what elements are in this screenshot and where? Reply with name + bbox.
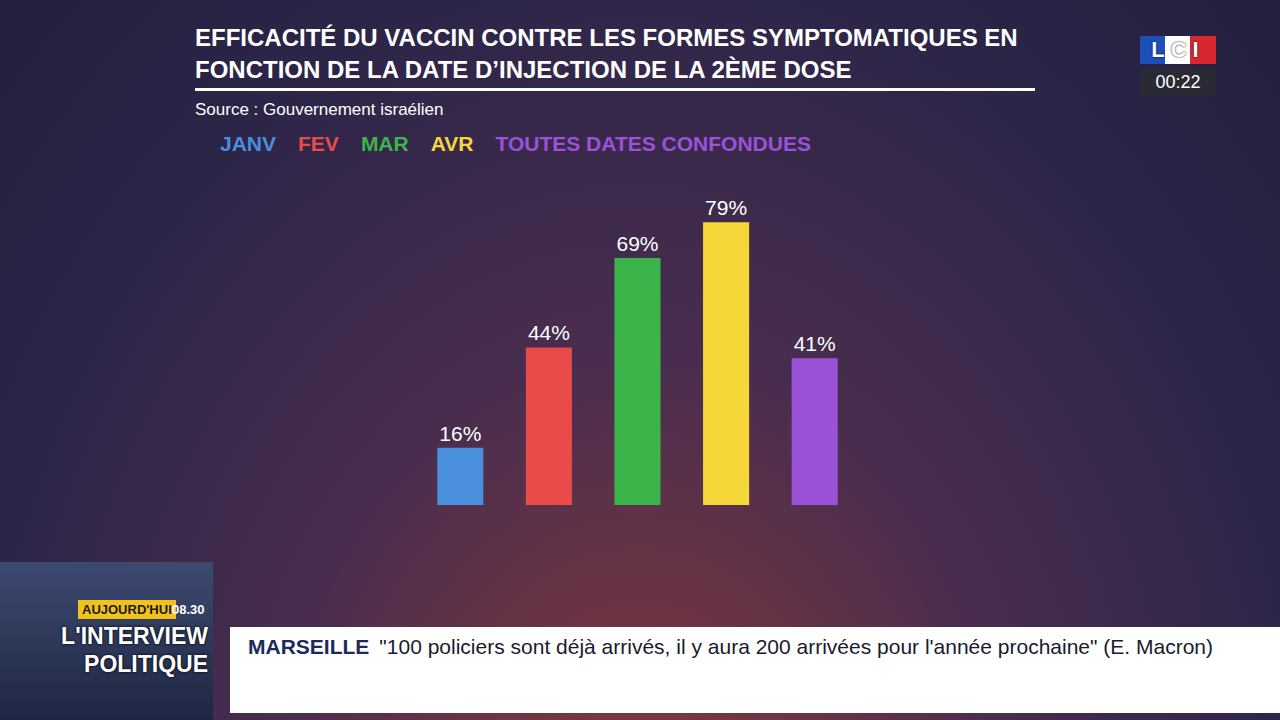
html-text:TOUTES DATES CONFONDUES: TOUTES DATES CONFONDUES bbox=[495, 132, 811, 155]
svg-text:79%: 79% bbox=[705, 196, 747, 219]
html-text:EFFICACITÉ DU VACCIN CONTRE LE: EFFICACITÉ DU VACCIN CONTRE LES FORMES S… bbox=[195, 24, 1018, 83]
html-text:AUJOURD'HUI 08.30: AUJOURD'HUI 08.30 bbox=[82, 602, 205, 617]
html-text:JANV: JANV bbox=[220, 132, 276, 155]
html-text:00:22: 00:22 bbox=[1155, 72, 1201, 92]
html-text:MARSEILLE: MARSEILLE bbox=[248, 635, 370, 658]
html-text:Source : Gouvernement israélie: Source : Gouvernement israélien bbox=[195, 100, 444, 119]
svg-text:69%: 69% bbox=[616, 232, 658, 255]
html-text:FEV: FEV bbox=[298, 132, 339, 155]
html-text:LCI: LCI bbox=[1151, 37, 1205, 62]
html-text:L'INTERVIEW POLITIQUE: L'INTERVIEW POLITIQUE bbox=[61, 623, 208, 677]
html-text:"100 policiers sont déjà arriv: "100 policiers sont déjà arrivés, il y a… bbox=[379, 635, 1213, 658]
svg-text:41%: 41% bbox=[794, 332, 836, 355]
svg-text:16%: 16% bbox=[439, 422, 481, 445]
html-text:AVR: AVR bbox=[430, 132, 474, 155]
svg-text:44%: 44% bbox=[528, 321, 570, 344]
html-text:MAR: MAR bbox=[360, 132, 409, 155]
